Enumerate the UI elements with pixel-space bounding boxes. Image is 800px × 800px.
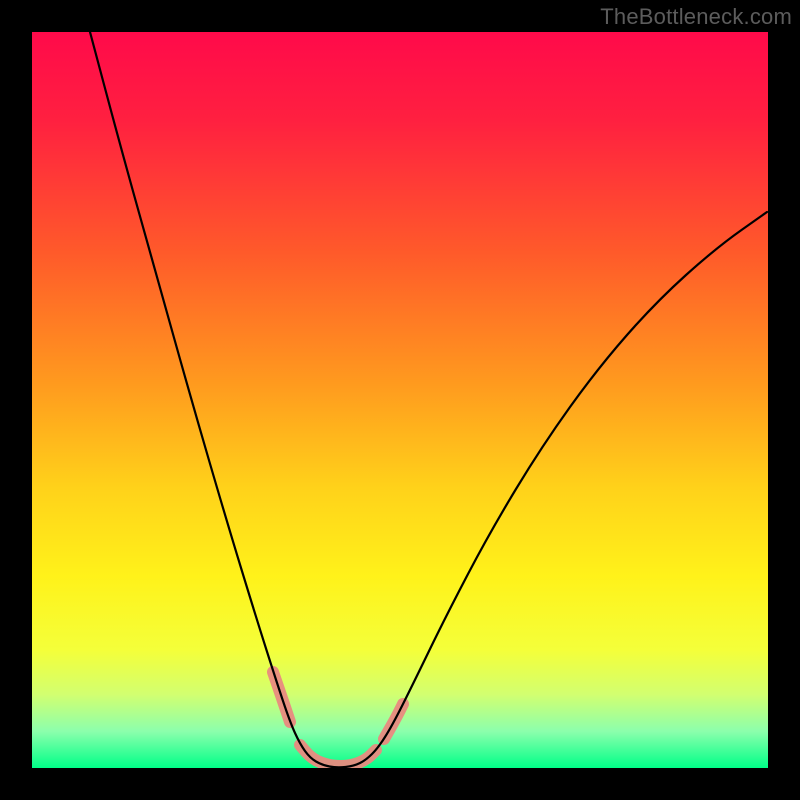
chart-svg [32, 32, 768, 768]
chart-frame: TheBottleneck.com [0, 0, 800, 800]
gradient-background [32, 32, 768, 768]
plot-area [32, 32, 768, 768]
watermark-text: TheBottleneck.com [600, 4, 792, 30]
